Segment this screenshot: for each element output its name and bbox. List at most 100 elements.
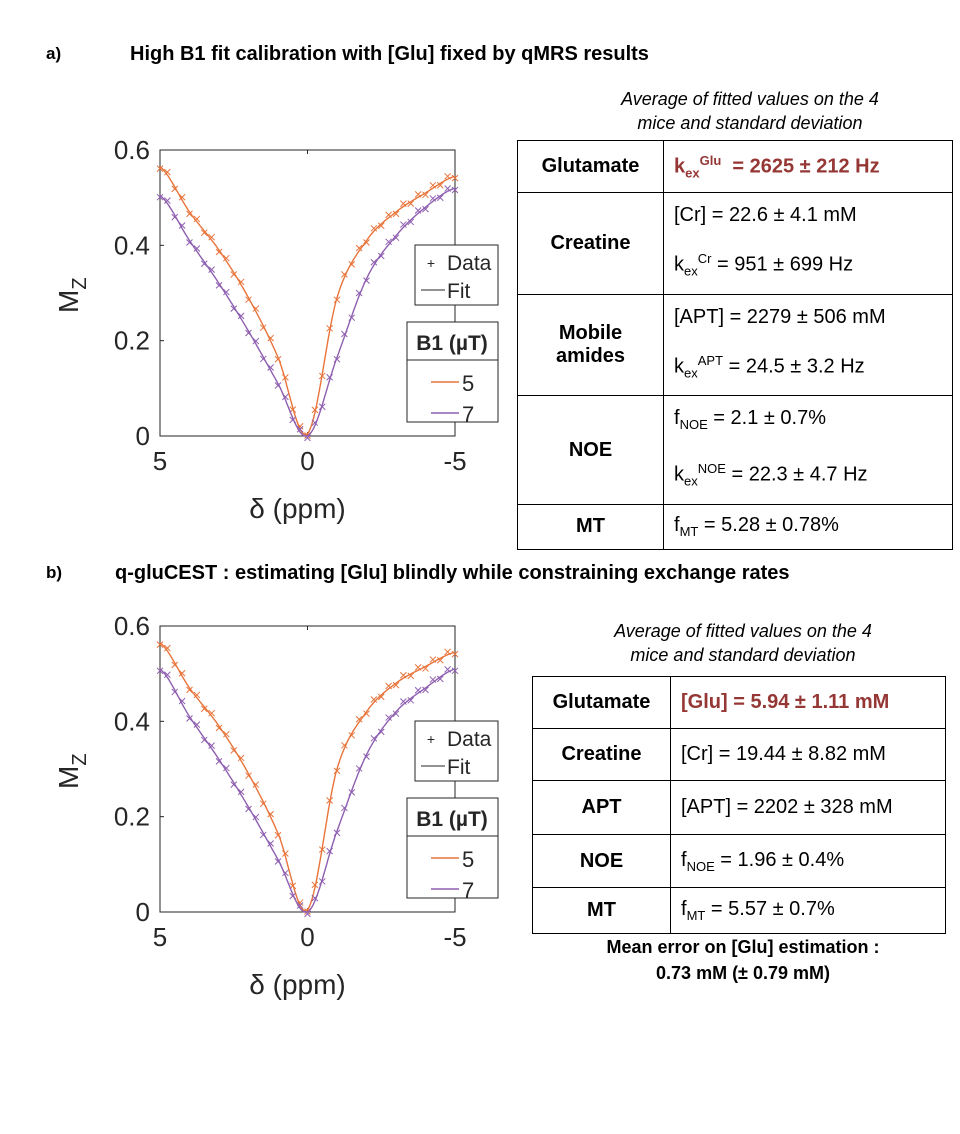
data-point [414, 686, 422, 694]
data-point [304, 434, 311, 442]
data-point [237, 278, 245, 286]
data-point [215, 282, 223, 289]
table-row: NOE fNOE = 2.1 ± 0.7% kexNOE = 22.3 ± 4.… [517, 395, 953, 505]
value-cell: kexGlu = 2625 ± 212 Hz [663, 140, 953, 193]
fit-line-b1-5 [159, 166, 456, 436]
legend-markers-box [414, 720, 499, 782]
data-point [193, 245, 201, 252]
data-point [385, 238, 392, 246]
y-tick-label: 0.6 [114, 611, 150, 641]
data-point [156, 667, 164, 675]
data-point [392, 710, 400, 718]
data-point [178, 193, 186, 201]
y-axis-label: MZ [53, 277, 91, 313]
data-point [400, 221, 407, 228]
data-point [200, 736, 208, 744]
data-point [407, 200, 415, 207]
panel-a-caption: Average of fitted values on the 4 mice a… [560, 87, 940, 135]
species-cell: APT [532, 780, 671, 835]
caption-line: mice and standard deviation [630, 645, 856, 665]
data-point [348, 261, 356, 268]
species-cell: MT [517, 503, 664, 550]
data-point [186, 210, 193, 218]
value-cell: [Cr] = 22.6 ± 4.1 mM kexCr = 951 ± 699 H… [663, 192, 953, 295]
data-point [252, 781, 260, 788]
table-row: NOE fNOE = 1.96 ± 0.4% [532, 834, 946, 888]
data-point [259, 800, 267, 808]
value-cell: [APT] = 2279 ± 506 mM kexAPT = 24.5 ± 3.… [663, 293, 953, 397]
table-row: MT fMT = 5.28 ± 0.78% [517, 503, 953, 550]
x-tick-label: -5 [443, 922, 466, 952]
plot-area [159, 625, 456, 913]
x-tick-label: -5 [443, 446, 466, 476]
data-point [429, 181, 437, 189]
data-point [392, 210, 400, 218]
data-point [392, 234, 400, 242]
data-point [274, 858, 282, 865]
data-point [200, 705, 208, 713]
data-point [451, 174, 459, 182]
data-markers-b1-7 [156, 666, 459, 918]
data-point [252, 305, 260, 312]
panel-b-caption: Average of fitted values on the 4 mice a… [553, 619, 933, 667]
legend-fit-label: Fit [447, 756, 470, 779]
y-tick-label: 0.4 [114, 706, 150, 736]
data-point [385, 714, 392, 721]
legend-data-marker: + [427, 255, 435, 271]
data-point [326, 797, 333, 804]
data-point [385, 211, 392, 219]
data-point [311, 406, 319, 414]
data-point [326, 324, 333, 332]
data-point [444, 172, 451, 180]
data-point [245, 772, 252, 780]
data-point [363, 239, 370, 246]
data-point [208, 233, 215, 241]
species-cell: NOE [532, 834, 671, 888]
data-point [282, 850, 289, 857]
data-point [164, 168, 171, 176]
data-markers-b1-5 [156, 165, 459, 439]
data-point [171, 661, 179, 669]
data-point [193, 215, 201, 223]
table-row: MT fMT = 5.57 ± 0.7% [532, 887, 946, 934]
data-point [282, 393, 289, 401]
legend-b1-title: B1 (µT) [416, 808, 488, 831]
data-point [178, 669, 186, 677]
error-line: Mean error on [Glu] estimation : [606, 937, 880, 957]
data-markers-b1-7 [156, 185, 459, 442]
data-point [422, 191, 429, 199]
value-cell: fMT = 5.28 ± 0.78% [663, 503, 953, 550]
data-point [267, 334, 274, 342]
data-markers-b1-5 [156, 641, 459, 915]
data-point [223, 730, 230, 738]
x-tick-label: 0 [300, 922, 314, 952]
data-point [414, 191, 422, 198]
data-point [377, 222, 385, 230]
data-point [407, 672, 415, 680]
legend-data-label: Data [447, 252, 492, 275]
data-point [341, 741, 348, 749]
data-point [267, 840, 274, 847]
data-point [333, 829, 341, 837]
fit-line-b1-7 [159, 668, 456, 913]
caption-line: Average of fitted values on the 4 [621, 89, 879, 109]
caption-line: mice and standard deviation [637, 113, 863, 133]
data-point [156, 641, 164, 648]
data-point [267, 810, 274, 818]
legend-b1-box [406, 797, 499, 899]
data-point [318, 846, 326, 853]
species-cell: Glutamate [532, 676, 671, 729]
data-point [230, 781, 238, 788]
data-point [370, 734, 378, 742]
data-point [223, 764, 230, 772]
data-point [407, 218, 415, 226]
data-point [193, 691, 201, 699]
legend-markers-box [414, 244, 499, 306]
panel-a-tag: a) [46, 44, 62, 63]
legend-data-label: Data [447, 728, 492, 751]
data-point [259, 324, 267, 332]
species-cell: Mobile amides [517, 293, 664, 397]
caption-line: Average of fitted values on the 4 [614, 621, 872, 641]
data-point [230, 747, 238, 754]
